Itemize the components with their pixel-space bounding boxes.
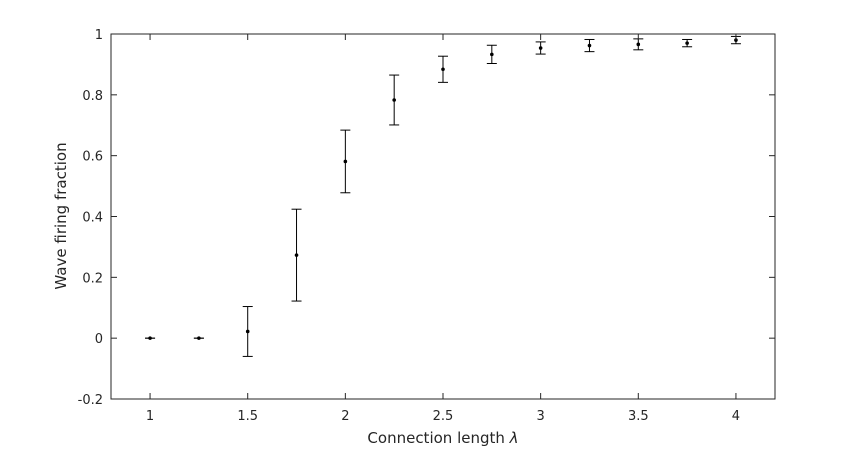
data-point [392,98,396,102]
x-tick-labels: 1 1.5 2 2.5 3 3.5 4 [146,409,740,424]
y-tick-label: 0 [95,332,103,347]
y-axis-label: Wave firing fraction [52,142,70,289]
y-tick-label: 0.6 [82,150,103,165]
x-tick-label: 3 [537,409,545,424]
x-tick-label: 4 [732,409,740,424]
data-marks [145,35,741,357]
x-tick-label: 3.5 [628,409,649,424]
y-tick-label: 0.2 [82,271,103,286]
data-point [148,336,152,340]
y-tick-label: -0.2 [78,393,103,408]
x-tick-label: 2 [341,409,349,424]
data-point [343,159,348,164]
data-point [441,67,445,72]
data-point [294,253,299,257]
axis-ticks [111,33,775,400]
data-point [734,38,738,42]
y-tick-label: 1 [95,28,103,43]
data-point [636,42,641,47]
data-point [685,41,689,45]
x-axis-label-symbol: λ [509,429,519,447]
x-tick-label: 2.5 [433,409,454,424]
data-point [197,336,201,340]
data-point [245,329,250,334]
x-tick-label: 1 [146,409,154,424]
data-point [538,46,543,50]
data-point [587,43,592,48]
x-axis-label-text: Connection length [367,429,504,447]
y-tick-labels: -0.2 0 0.2 0.4 0.6 0.8 1 [78,28,103,408]
plot-area-background [111,34,775,399]
data-point [490,52,494,57]
y-tick-label: 0.8 [82,89,103,104]
x-tick-label: 1.5 [237,409,258,424]
x-axis-label: Connection length λ [367,429,518,447]
y-tick-label: 0.4 [82,211,103,226]
